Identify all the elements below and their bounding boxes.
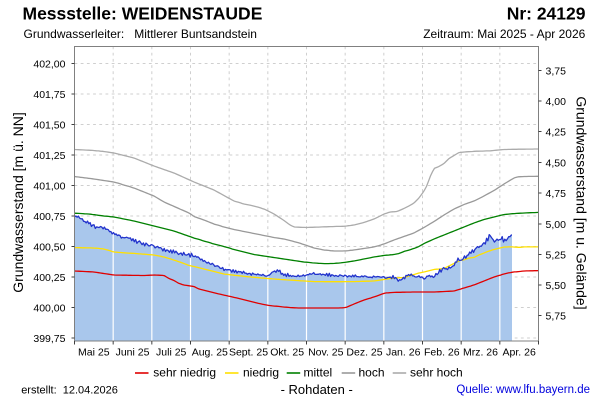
svg-text:402,00: 402,00 [33,58,65,70]
svg-text:5,00: 5,00 [546,219,567,231]
svg-text:erstellt: 12.04.2026: erstellt: 12.04.2026 [21,384,118,396]
svg-text:- Rohdaten -: - Rohdaten - [281,382,353,397]
svg-text:Grundwasserstand [m u. Gelände: Grundwasserstand [m u. Gelände] [574,96,590,309]
svg-text:Mrz. 26: Mrz. 26 [463,347,498,359]
svg-text:Messstelle: WEIDENSTAUDE: Messstelle: WEIDENSTAUDE [23,4,263,24]
svg-text:hoch: hoch [359,366,385,380]
svg-text:4,25: 4,25 [546,126,567,138]
svg-text:Nov. 25: Nov. 25 [308,347,344,359]
svg-text:5,50: 5,50 [546,280,567,292]
svg-text:5,25: 5,25 [546,249,567,261]
svg-text:Nr: 24129: Nr: 24129 [507,3,586,23]
svg-text:400,00: 400,00 [33,302,65,314]
svg-text:401,00: 401,00 [33,180,65,192]
svg-text:400,50: 400,50 [33,241,65,253]
svg-text:mittel: mittel [304,366,333,380]
svg-text:Grundwasserstand [m ü. NN]: Grundwasserstand [m ü. NN] [10,112,26,293]
svg-text:400,25: 400,25 [33,272,65,284]
svg-text:4,00: 4,00 [546,96,567,108]
svg-text:Quelle: www.lfu.bayern.de: Quelle: www.lfu.bayern.de [456,384,590,396]
svg-text:4,75: 4,75 [546,188,567,200]
svg-text:4,50: 4,50 [546,157,567,169]
svg-text:Apr. 26: Apr. 26 [503,347,536,359]
svg-text:Aug. 25: Aug. 25 [192,347,228,359]
svg-text:Dez. 25: Dez. 25 [346,347,382,359]
svg-text:Jan. 26: Jan. 26 [386,347,421,359]
svg-text:400,75: 400,75 [33,211,65,223]
svg-text:sehr niedrig: sehr niedrig [153,366,216,380]
svg-text:401,75: 401,75 [33,89,65,101]
svg-text:niedrig: niedrig [243,366,279,380]
svg-text:Grundwasserleiter: Mittlerer: Grundwasserleiter: Mittlerer Buntsandste… [24,27,257,41]
svg-text:401,50: 401,50 [33,119,65,131]
svg-text:3,75: 3,75 [546,65,567,77]
svg-text:Juli 25: Juli 25 [156,347,187,359]
svg-text:Sept. 25: Sept. 25 [229,347,268,359]
svg-text:Feb. 26: Feb. 26 [424,347,460,359]
svg-text:399,75: 399,75 [33,333,65,345]
svg-text:Zeitraum: Mai 2025 - Apr 2026: Zeitraum: Mai 2025 - Apr 2026 [423,27,585,41]
svg-text:Mai 25: Mai 25 [78,347,110,359]
svg-text:sehr hoch: sehr hoch [410,366,463,380]
svg-text:Okt. 25: Okt. 25 [270,347,304,359]
svg-text:Juni 25: Juni 25 [116,347,150,359]
svg-text:401,25: 401,25 [33,150,65,162]
svg-text:5,75: 5,75 [546,310,567,322]
